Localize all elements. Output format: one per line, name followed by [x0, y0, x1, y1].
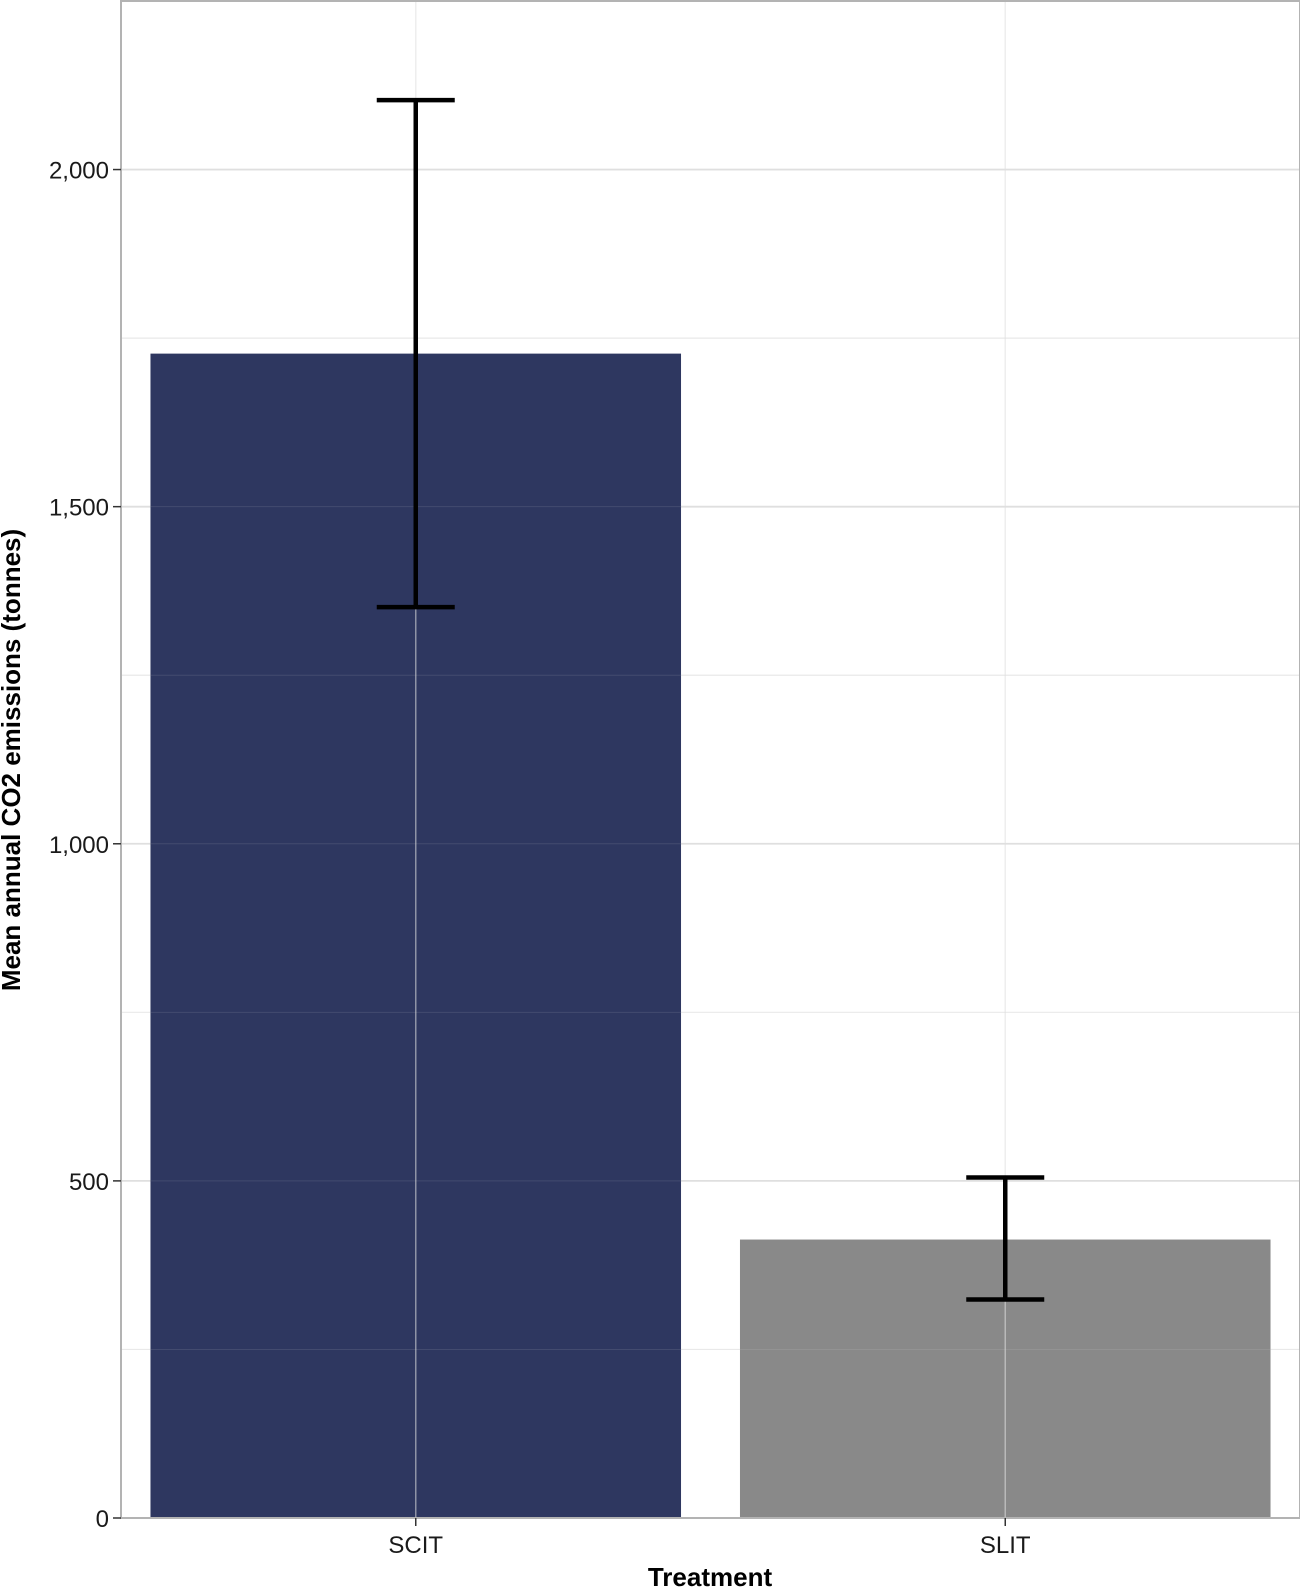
- y-tick-label: 2,000: [49, 158, 109, 185]
- y-axis-title: Mean annual CO2 emissions (tonnes): [0, 529, 26, 991]
- y-tick-label: 0: [96, 1506, 109, 1533]
- panel-border: [120, 0, 1300, 1519]
- error-bars: [376, 97, 1045, 1302]
- error-bar-slit: [966, 1175, 1045, 1302]
- y-axis: 0 500 1,000 1,500 2,000: [49, 158, 121, 1533]
- y-tick-label: 1,500: [49, 495, 109, 522]
- x-axis: SCIT SLIT: [388, 1518, 1031, 1559]
- x-axis-title: Treatment: [648, 1562, 773, 1587]
- error-bar-scit: [376, 97, 455, 610]
- y-tick-label: 1,000: [49, 832, 109, 859]
- y-tick-label: 500: [69, 1169, 109, 1196]
- x-tick-label: SCIT: [388, 1532, 443, 1559]
- x-tick-label: SLIT: [980, 1532, 1031, 1559]
